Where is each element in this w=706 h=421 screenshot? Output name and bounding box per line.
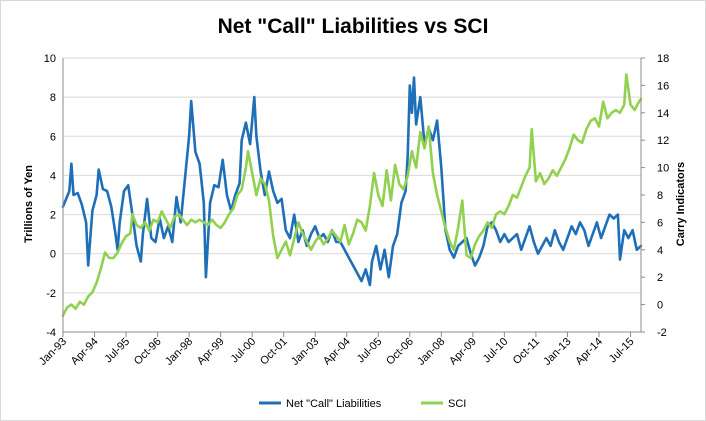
x-tick-label: Jul-10 [481,336,511,366]
x-tick-label: Apr-14 [573,336,605,368]
series-line-0 [61,76,643,287]
left-tick-label: 8 [50,92,56,104]
left-axis-label: Trillions of Yen [23,165,35,243]
right-tick-label: 0 [657,300,663,312]
x-tick-label: Jan-98 [163,336,195,368]
x-tick-label: Oct-96 [132,336,164,368]
x-tick-label: Apr-04 [321,336,353,368]
x-tick-label: Jul-15 [607,336,637,366]
left-tick-label: 0 [50,249,56,261]
series-lines [61,73,643,317]
right-tick-label: 16 [657,80,669,92]
gridlines [63,57,641,333]
left-tick-label: -2 [46,288,56,300]
x-tick-label: Oct-06 [384,336,416,368]
legend-label: Net "Call" Liabilities [286,398,382,410]
legend-label: SCI [448,398,466,410]
x-tick-label: Jan-13 [541,336,573,368]
right-axis-ticks: -2 0 2 4 6 8 10 12 14 16 18 [641,53,669,339]
right-tick-label: 4 [657,245,663,257]
x-tick-label: Apr-09 [447,336,479,368]
x-tick-label: Jan-93 [37,336,69,368]
right-tick-label: 12 [657,135,669,147]
left-tick-label: -4 [46,327,56,339]
x-tick-label: Apr-94 [69,336,101,368]
legend: Net "Call" Liabilities SCI [259,398,466,410]
left-axis-ticks: -4 -2 0 2 4 6 8 10 [44,53,56,339]
x-tick-label: Oct-01 [258,336,290,368]
x-tick-label: Jul-05 [355,336,385,366]
right-tick-label: 18 [657,53,669,65]
right-tick-label: 8 [657,190,663,202]
left-tick-label: 6 [50,131,56,143]
right-tick-label: 10 [657,163,669,175]
x-tick-label: Jul-95 [102,336,132,366]
axes [62,58,642,333]
chart-title: Net "Call" Liabilities vs SCI [218,15,489,38]
x-tick-label: Jan-03 [289,336,321,368]
x-axis-ticks: Jan-93 Apr-94 Jul-95 Oct-96 Jan-98 Apr-99 Jul-… [37,332,637,368]
right-axis-label: Carry Indicators [675,162,687,246]
left-tick-label: 10 [44,53,56,65]
x-tick-label: Jul-00 [229,336,259,366]
left-tick-label: 4 [50,170,56,182]
right-tick-label: -2 [657,327,667,339]
x-tick-label: Apr-99 [195,336,227,368]
right-tick-label: 14 [657,108,669,120]
right-tick-label: 6 [657,217,663,229]
right-tick-label: 2 [657,272,663,284]
series-line-1 [61,73,643,317]
x-tick-label: Jan-08 [415,336,447,368]
x-tick-label: Oct-11 [511,336,542,367]
left-tick-label: 2 [50,210,56,222]
